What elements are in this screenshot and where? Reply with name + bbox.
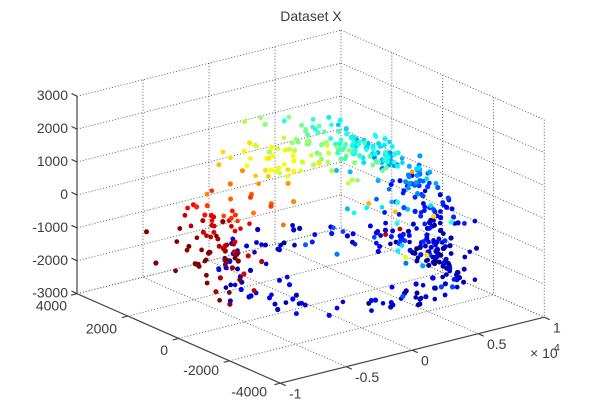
svg-text:Dataset X: Dataset X (280, 8, 342, 24)
svg-text:-2000: -2000 (32, 252, 68, 268)
svg-text:0: 0 (60, 186, 68, 202)
svg-text:-1: -1 (289, 386, 302, 400)
svg-text:1: 1 (553, 320, 561, 336)
svg-text:× 10: × 10 (530, 345, 558, 361)
svg-text:-4000: -4000 (231, 383, 267, 399)
svg-text:0: 0 (160, 342, 168, 358)
svg-text:0: 0 (421, 353, 429, 369)
svg-text:4000: 4000 (36, 298, 67, 314)
svg-text:1000: 1000 (37, 153, 68, 169)
svg-text:0.5: 0.5 (487, 336, 507, 352)
svg-text:2000: 2000 (86, 320, 117, 336)
svg-text:-0.5: -0.5 (355, 369, 379, 385)
svg-text:4: 4 (554, 342, 560, 354)
svg-text:-1000: -1000 (32, 219, 68, 235)
svg-text:2000: 2000 (37, 120, 68, 136)
svg-text:-2000: -2000 (183, 362, 219, 378)
svg-text:3000: 3000 (37, 87, 68, 103)
svg-text:-3000: -3000 (32, 285, 68, 301)
